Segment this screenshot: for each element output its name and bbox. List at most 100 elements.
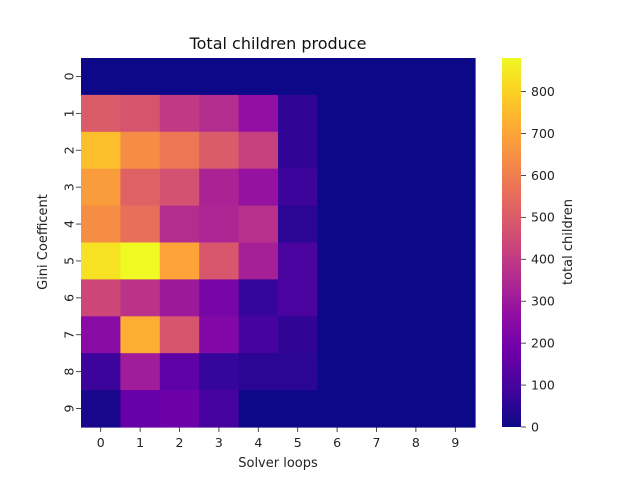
colorbar-label: total children bbox=[561, 199, 576, 285]
colorbar-tick-label: 300 bbox=[531, 294, 555, 309]
heatmap-cell bbox=[81, 168, 121, 207]
heatmap-cell bbox=[435, 353, 476, 391]
colorbar-tick-label: 700 bbox=[531, 126, 555, 141]
heatmap-cell bbox=[238, 279, 279, 317]
x-tick-label: 3 bbox=[215, 435, 223, 450]
x-axis-ticks: 0 1 2 3 4 5 6 7 8 9 bbox=[97, 427, 459, 450]
y-tick-label: 7 bbox=[61, 331, 76, 339]
heatmap-cell bbox=[81, 58, 121, 96]
x-tick-label: 4 bbox=[254, 435, 262, 450]
heatmap-cell bbox=[317, 131, 358, 170]
heatmap-cell bbox=[81, 279, 121, 317]
heatmap-cell bbox=[396, 279, 437, 317]
heatmap-cell bbox=[159, 353, 200, 391]
heatmap-cell bbox=[356, 94, 397, 133]
heatmap-cell bbox=[356, 353, 397, 391]
colorbar-ticks: 0 100 200 300 400 500 600 700 800 bbox=[521, 84, 555, 434]
heatmap-cell bbox=[81, 316, 121, 354]
x-axis-label: Solver loops bbox=[238, 456, 318, 471]
heatmap-cell bbox=[435, 131, 476, 170]
y-tick-label: 1 bbox=[61, 109, 76, 117]
heatmap-cell bbox=[396, 353, 437, 391]
heatmap-cell bbox=[238, 390, 279, 428]
heatmap-cell bbox=[120, 316, 161, 354]
colorbar-tick-label: 200 bbox=[531, 336, 555, 351]
chart-title: Total children produce bbox=[189, 34, 367, 53]
heatmap-cell bbox=[278, 353, 318, 391]
colorbar-tick-label: 100 bbox=[531, 377, 555, 392]
heatmap-cell bbox=[159, 58, 200, 96]
heatmap-cell bbox=[435, 205, 476, 244]
y-tick-label: 3 bbox=[61, 183, 76, 191]
y-tick-label: 5 bbox=[61, 257, 76, 265]
heatmap-cell bbox=[120, 131, 161, 170]
heatmap-cell bbox=[317, 58, 358, 96]
heatmap-cell bbox=[238, 316, 279, 354]
heatmap-cell bbox=[199, 242, 240, 280]
heatmap-cell bbox=[159, 316, 200, 354]
colorbar bbox=[502, 58, 521, 427]
heatmap-cell bbox=[396, 94, 437, 133]
heatmap-cell bbox=[199, 353, 240, 391]
heatmap-cell bbox=[356, 58, 397, 96]
heatmap-cell bbox=[199, 316, 240, 354]
heatmap-cell bbox=[435, 168, 476, 207]
heatmap-cell bbox=[435, 94, 476, 133]
heatmap-cell bbox=[278, 168, 318, 207]
heatmap-cell bbox=[396, 316, 437, 354]
y-tick-label: 6 bbox=[61, 294, 76, 302]
heatmap-cell bbox=[435, 390, 476, 428]
heatmap-cell bbox=[120, 168, 161, 207]
heatmap-cell bbox=[317, 94, 358, 133]
heatmap-cell bbox=[81, 242, 121, 280]
heatmap-cell bbox=[159, 168, 200, 207]
heatmap-cell bbox=[81, 131, 121, 170]
heatmap-cell bbox=[159, 279, 200, 317]
heatmap-cell bbox=[238, 58, 279, 96]
y-tick-label: 9 bbox=[61, 405, 76, 413]
colorbar-tick-label: 0 bbox=[531, 419, 539, 434]
heatmap-cell bbox=[396, 131, 437, 170]
heatmap-cell bbox=[317, 168, 358, 207]
heatmap-cell bbox=[120, 94, 161, 133]
heatmap-cell bbox=[159, 390, 200, 428]
heatmap-cell bbox=[199, 205, 240, 244]
x-tick-label: 8 bbox=[412, 435, 420, 450]
x-tick-label: 5 bbox=[294, 435, 302, 450]
colorbar-tick-label: 400 bbox=[531, 252, 555, 267]
heatmap-cell bbox=[120, 205, 161, 244]
heatmap-cell bbox=[159, 94, 200, 133]
heatmap-cell bbox=[317, 390, 358, 428]
x-tick-label: 1 bbox=[136, 435, 144, 450]
heatmap-cell bbox=[317, 353, 358, 391]
heatmap-cell bbox=[356, 242, 397, 280]
x-tick-label: 9 bbox=[451, 435, 459, 450]
heatmap-cell bbox=[278, 279, 318, 317]
heatmap-cell bbox=[81, 205, 121, 244]
heatmap-cell bbox=[238, 353, 279, 391]
heatmap-cell bbox=[278, 390, 318, 428]
heatmap-cell bbox=[278, 242, 318, 280]
x-tick-label: 2 bbox=[176, 435, 184, 450]
heatmap-cell bbox=[396, 205, 437, 244]
heatmap-cell bbox=[317, 242, 358, 280]
heatmap-cell bbox=[435, 58, 476, 96]
heatmap-cell bbox=[396, 242, 437, 280]
heatmap-cell bbox=[159, 131, 200, 170]
heatmap-cell bbox=[356, 168, 397, 207]
heatmap-cell bbox=[435, 279, 476, 317]
y-tick-label: 2 bbox=[61, 146, 76, 154]
heatmap-cell bbox=[199, 58, 240, 96]
heatmap-cell bbox=[199, 131, 240, 170]
y-tick-label: 8 bbox=[61, 368, 76, 376]
heatmap-cell bbox=[120, 58, 161, 96]
heatmap-cell bbox=[356, 279, 397, 317]
heatmap-cell bbox=[356, 205, 397, 244]
heatmap-cell bbox=[278, 131, 318, 170]
heatmap-cell bbox=[396, 168, 437, 207]
heatmap-cell bbox=[238, 94, 279, 133]
heatmap-cell bbox=[120, 390, 161, 428]
heatmap-cell bbox=[238, 168, 279, 207]
heatmap-cell bbox=[120, 242, 161, 280]
